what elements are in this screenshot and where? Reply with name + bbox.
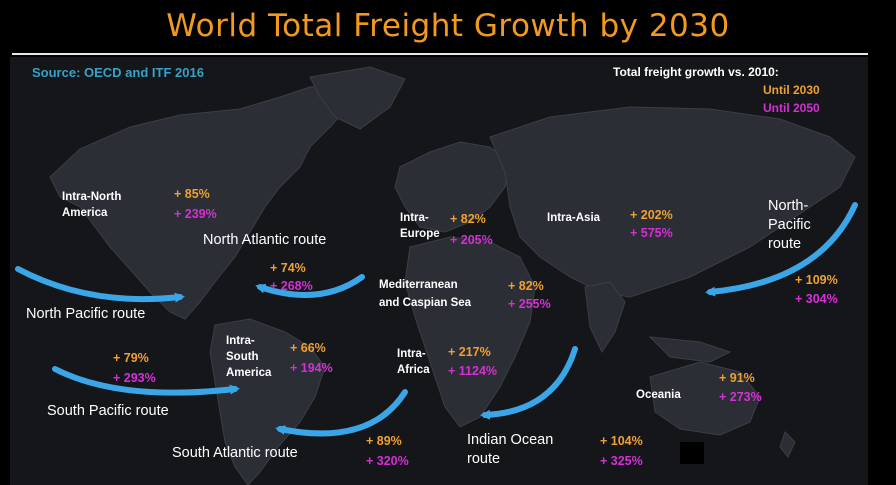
intra-asia-2030: + 202%	[630, 208, 673, 222]
north-pacific-route-arrow	[15, 266, 185, 303]
oceania-2030: + 91%	[719, 371, 755, 385]
north-pacific-east-2030: + 109%	[795, 273, 838, 287]
indian-ocean-route-label: Indian Ocean route	[467, 432, 554, 467]
intra-south-america-2050: + 194%	[290, 361, 333, 375]
south-atlantic-route-arrow	[275, 389, 408, 437]
north-atlantic-route-label: North Atlantic route	[203, 232, 327, 248]
intra-europe-label: Intra- Europe	[400, 212, 440, 240]
india-land	[584, 281, 626, 354]
chart-title: World Total Freight Growth by 2030	[166, 8, 730, 44]
north-pacific-east-route-arrow	[705, 202, 858, 297]
intra-south-america-2030: + 66%	[290, 341, 326, 355]
intra-asia-label: Intra-Asia	[547, 212, 601, 224]
greenland-land	[309, 66, 406, 130]
intra-north-america-label: Intra-North America	[62, 191, 122, 219]
oceania-label: Oceania	[636, 389, 681, 401]
mediterranean-2050: + 255%	[508, 297, 551, 311]
south-pacific-2050: + 293%	[113, 371, 156, 385]
australia-land	[649, 361, 761, 436]
mediterranean-label: Mediterranean and Caspian Sea	[379, 279, 472, 309]
legend-title: Total freight growth vs. 2010:	[613, 65, 779, 79]
north-atlantic-2050: + 268%	[270, 279, 313, 293]
source-note: Source: OECD and ITF 2016	[32, 65, 204, 80]
asia-land	[489, 106, 856, 298]
south-america-land	[209, 318, 326, 485]
south-pacific-route-arrow	[52, 366, 240, 396]
north-pacific-route-label: North Pacific route	[26, 306, 146, 322]
legend-until-2050: Until 2050	[763, 101, 820, 115]
new-zealand-land	[779, 431, 796, 458]
world-map: Source: OECD and ITF 2016 Total freight …	[10, 57, 868, 485]
world-landmass	[15, 66, 858, 485]
intra-africa-2030: + 217%	[448, 345, 491, 359]
title-divider	[12, 53, 868, 55]
intra-africa-label: Intra- Africa	[397, 348, 430, 376]
intra-africa-2050: + 1124%	[448, 364, 498, 378]
north-pacific-east-route-label: North- Pacific route	[768, 198, 811, 252]
indian-ocean-2050: + 325%	[600, 454, 643, 468]
africa-land	[404, 236, 536, 428]
south-atlantic-route-label: South Atlantic route	[172, 445, 298, 461]
intra-north-america-2050: + 239%	[174, 207, 217, 221]
mediterranean-2030: + 82%	[508, 279, 544, 293]
intra-europe-2050: + 205%	[450, 233, 493, 247]
black-square	[680, 442, 704, 464]
intra-south-america-label: Intra- South America	[226, 335, 272, 379]
south-pacific-2030: + 79%	[113, 351, 149, 365]
north-atlantic-2030: + 74%	[270, 261, 306, 275]
indian-ocean-route-arrow	[480, 346, 578, 420]
south-atlantic-2050: + 320%	[366, 454, 409, 468]
legend-until-2030: Until 2030	[763, 83, 820, 97]
europe-land	[394, 141, 511, 233]
north-atlantic-route-arrow	[255, 274, 365, 298]
indonesia-land	[648, 336, 732, 363]
north-america-land	[49, 84, 351, 320]
south-atlantic-2030: + 89%	[366, 434, 402, 448]
south-pacific-route-label: South Pacific route	[47, 403, 169, 419]
oceania-2050: + 273%	[719, 390, 762, 404]
indian-ocean-2030: + 104%	[600, 434, 643, 448]
intra-asia-2050: + 575%	[630, 226, 673, 240]
intra-north-america-2030: + 85%	[174, 187, 210, 201]
intra-europe-2030: + 82%	[450, 212, 486, 226]
north-pacific-east-2050: + 304%	[795, 292, 838, 306]
